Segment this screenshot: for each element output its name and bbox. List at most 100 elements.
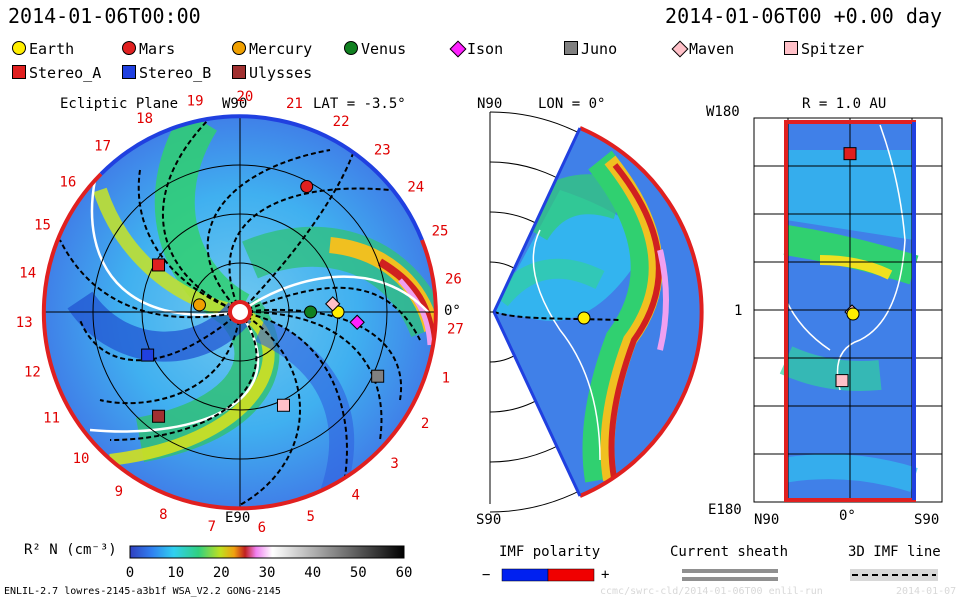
ecliptic-right-label: 0° <box>444 303 461 319</box>
marker-ulysses <box>152 409 166 423</box>
legend-label: Venus <box>361 40 407 58</box>
sector-number: 6 <box>258 520 266 536</box>
marker-maven <box>325 296 341 312</box>
legend-label: Stereo_B <box>139 64 212 82</box>
colorbar-tick: 0 <box>126 565 134 581</box>
sector-number: 20 <box>236 89 253 105</box>
sector-number: 3 <box>390 456 398 472</box>
sector-number: 11 <box>43 411 60 427</box>
colorbar-tick: 10 <box>167 565 184 581</box>
sector-number: 12 <box>24 365 41 381</box>
legend-label: Maven <box>689 40 735 58</box>
legend-item-venus: Venus <box>344 40 406 58</box>
marker-juno <box>371 369 385 383</box>
legend-label: Mercury <box>249 40 313 58</box>
sector-number: 18 <box>136 111 153 127</box>
sphere-panel <box>753 117 943 503</box>
legend-item-maven: Maven <box>671 40 735 58</box>
sphere-x-right: S90 <box>914 512 940 528</box>
legend-label: Earth <box>29 40 75 58</box>
legend-item-stereo_a: Stereo_A <box>12 64 101 82</box>
colorbar-tick: 60 <box>396 565 413 581</box>
legend-label: Stereo_A <box>29 64 102 82</box>
current-sheath-line <box>682 569 778 573</box>
sector-number: 8 <box>159 507 167 523</box>
legend-item-stereo_b: Stereo_B <box>122 64 211 82</box>
footer-model: ENLIL-2.7 lowres-2145-a3b1f WSA_V2.2 GON… <box>4 586 281 597</box>
sector-number: 10 <box>73 451 90 467</box>
sector-number: 9 <box>115 484 123 500</box>
colorbar-tick: 20 <box>213 565 230 581</box>
current-sheath-line-2 <box>682 577 778 581</box>
sphere-y-mid: 1 <box>734 303 743 319</box>
legend-label: Ulysses <box>249 64 313 82</box>
sector-number: 4 <box>351 487 359 503</box>
legend-item-earth: Earth <box>12 40 74 58</box>
marker-stereo_a <box>152 258 166 272</box>
sector-number: 1 <box>442 371 450 387</box>
stereo_a-marker-icon <box>12 65 26 79</box>
sector-number: 14 <box>19 265 36 281</box>
sector-number: 24 <box>407 180 424 196</box>
timestamp-right: 2014-01-06T00 +0.00 day <box>665 4 942 28</box>
sphere-y-bottom: E180 <box>708 502 742 518</box>
sector-number: 15 <box>34 218 51 234</box>
legend-label: Mars <box>139 40 176 58</box>
sector-number: 25 <box>432 223 449 239</box>
sphere-title: R = 1.0 AU <box>802 96 887 112</box>
stereo_b-marker-icon <box>122 65 136 79</box>
sector-number: 16 <box>59 174 76 190</box>
mercury-marker-icon <box>232 41 246 55</box>
marker-ison <box>349 314 365 330</box>
meridional-bottom-label: S90 <box>476 512 502 528</box>
colorbar <box>129 545 405 559</box>
colorbar-tick: 40 <box>304 565 321 581</box>
earth-marker-icon <box>12 41 26 55</box>
marker-mars <box>300 180 314 194</box>
sector-number: 13 <box>16 315 33 331</box>
sector-number: 7 <box>208 519 216 535</box>
legend-item-ulysses: Ulysses <box>232 64 312 82</box>
legend-item-mars: Mars <box>122 40 175 58</box>
colorbar-tick: 50 <box>350 565 367 581</box>
current-sheath-label: Current sheath <box>670 544 789 560</box>
marker-stereo_a <box>843 147 857 161</box>
sector-number: 2 <box>421 416 429 432</box>
sector-number: 27 <box>447 322 464 338</box>
legend-label: Juno <box>581 40 618 58</box>
marker-spitzer <box>276 398 290 412</box>
marker-venus <box>304 305 318 319</box>
sector-number: 23 <box>374 143 391 159</box>
ecliptic-top-label: W90 <box>222 96 248 112</box>
legend-label: Ison <box>467 40 504 58</box>
meridional-top-label: N90 <box>477 96 503 112</box>
footer-date: 2014-01-07 <box>896 586 957 597</box>
meridional-lon-label: LON = 0° <box>538 96 606 112</box>
sector-number: 22 <box>333 114 350 130</box>
ecliptic-title: Ecliptic Plane <box>60 96 179 112</box>
imf-polarity-plus: + <box>601 567 610 583</box>
imf-polarity-minus: − <box>482 567 491 583</box>
footer-run-id: ccmc/swrc-cld/2014-01-06T00 enlil-run <box>600 586 823 597</box>
mars-marker-icon <box>122 41 136 55</box>
marker-mercury <box>192 298 206 312</box>
marker-spitzer <box>835 374 849 388</box>
legend-label: Spitzer <box>801 40 865 58</box>
sector-number: 21 <box>286 96 303 112</box>
ecliptic-plane: 19 20 212223242526271234567891011121314151… <box>16 89 464 536</box>
sphere-x-mid: 0° <box>839 508 856 524</box>
timestamp-left: 2014-01-06T00:00 <box>8 4 201 28</box>
spitzer-marker-icon <box>784 41 798 55</box>
colorbar-label: R² N (cm⁻³) <box>24 542 117 558</box>
ulysses-marker-icon <box>232 65 246 79</box>
sector-number: 19 <box>187 94 204 110</box>
ecliptic-bottom-label: E90 <box>225 510 251 526</box>
sphere-x-left: N90 <box>754 512 780 528</box>
colorbar-tick: 30 <box>259 565 276 581</box>
meridional-plane <box>489 111 704 513</box>
legend-item-ison: Ison <box>449 40 504 58</box>
legend-item-juno: Juno <box>564 40 617 58</box>
venus-marker-icon <box>344 41 358 55</box>
marker-earth <box>577 311 591 325</box>
